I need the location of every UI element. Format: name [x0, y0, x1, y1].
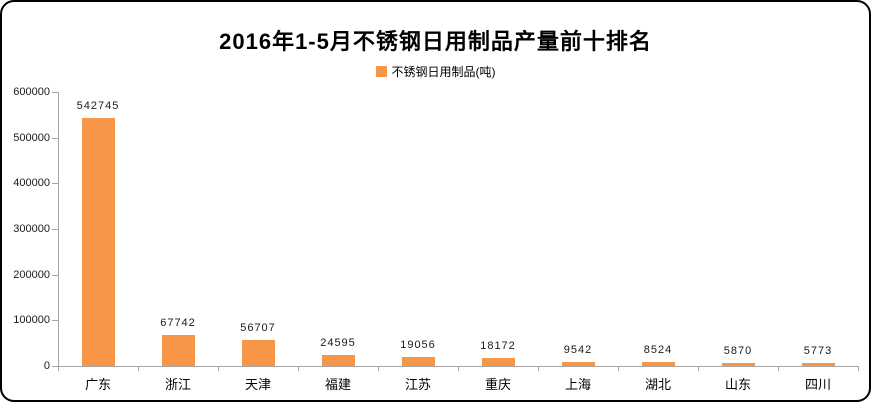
x-axis: [58, 366, 859, 367]
bar-福建: [321, 355, 355, 366]
bar-四川: [801, 363, 835, 366]
bar-value-label: 5773: [803, 345, 833, 357]
y-tick: [52, 137, 58, 139]
x-category-label: 湖北: [644, 377, 671, 392]
x-category-label: 四川: [804, 377, 831, 392]
x-category-label: 山东: [724, 377, 751, 392]
x-tick: [698, 367, 699, 371]
x-category-label: 福建: [324, 377, 351, 392]
x-tick: [138, 367, 139, 371]
bar-浙江: [161, 335, 195, 366]
x-tick: [218, 367, 219, 371]
y-tick-label: 200000: [13, 268, 50, 281]
bar-天津: [241, 340, 275, 366]
y-axis: [58, 92, 59, 366]
y-tick: [52, 366, 58, 367]
x-category-label: 天津: [244, 377, 271, 392]
y-tick-label: 300000: [13, 223, 50, 235]
y-tick: [52, 229, 58, 230]
y-tick: [52, 183, 58, 185]
bar-重庆: [481, 358, 515, 366]
bar-广东: [81, 118, 115, 366]
x-category-label: 上海: [564, 377, 591, 392]
y-tick: [52, 92, 58, 93]
legend: 不锈钢日用制品(吨): [2, 63, 869, 80]
bar-value-label: 19056: [400, 339, 436, 351]
x-tick: [58, 367, 59, 371]
x-category-label: 广东: [84, 377, 111, 392]
bar-江苏: [401, 357, 435, 366]
x-tick: [858, 367, 859, 371]
bar-湖北: [641, 362, 675, 366]
y-tick-label: 600000: [13, 86, 50, 98]
y-tick: [52, 320, 58, 322]
bar-上海: [561, 362, 595, 366]
bar-value-label: 542745: [76, 100, 120, 112]
y-tick-label: 400000: [13, 177, 50, 190]
x-tick: [778, 367, 779, 371]
bar-value-label: 67742: [160, 317, 196, 329]
x-tick: [618, 367, 619, 371]
bar-value-label: 9542: [563, 344, 593, 356]
y-tick-label: 0: [43, 360, 50, 372]
bar-value-label: 5870: [723, 345, 753, 357]
chart-title: 2016年1-5月不锈钢日用制品产量前十排名: [219, 29, 652, 54]
x-tick: [378, 367, 379, 371]
bar-value-label: 8524: [643, 344, 673, 356]
y-tick: [52, 274, 58, 276]
x-category-label: 江苏: [404, 377, 431, 392]
legend-label: 不锈钢日用制品(吨): [391, 65, 496, 79]
y-tick-label: 100000: [13, 314, 50, 327]
x-tick: [538, 367, 539, 371]
bar-value-label: 18172: [480, 340, 516, 352]
bar-value-label: 24595: [320, 337, 356, 349]
bar-value-label: 56707: [240, 322, 276, 334]
x-tick: [298, 367, 299, 371]
x-tick: [458, 367, 459, 371]
y-tick-label: 500000: [13, 131, 50, 144]
legend-swatch-icon: [375, 66, 387, 77]
x-category-label: 重庆: [484, 377, 511, 392]
bar-山东: [721, 363, 755, 366]
x-category-label: 浙江: [164, 377, 191, 392]
